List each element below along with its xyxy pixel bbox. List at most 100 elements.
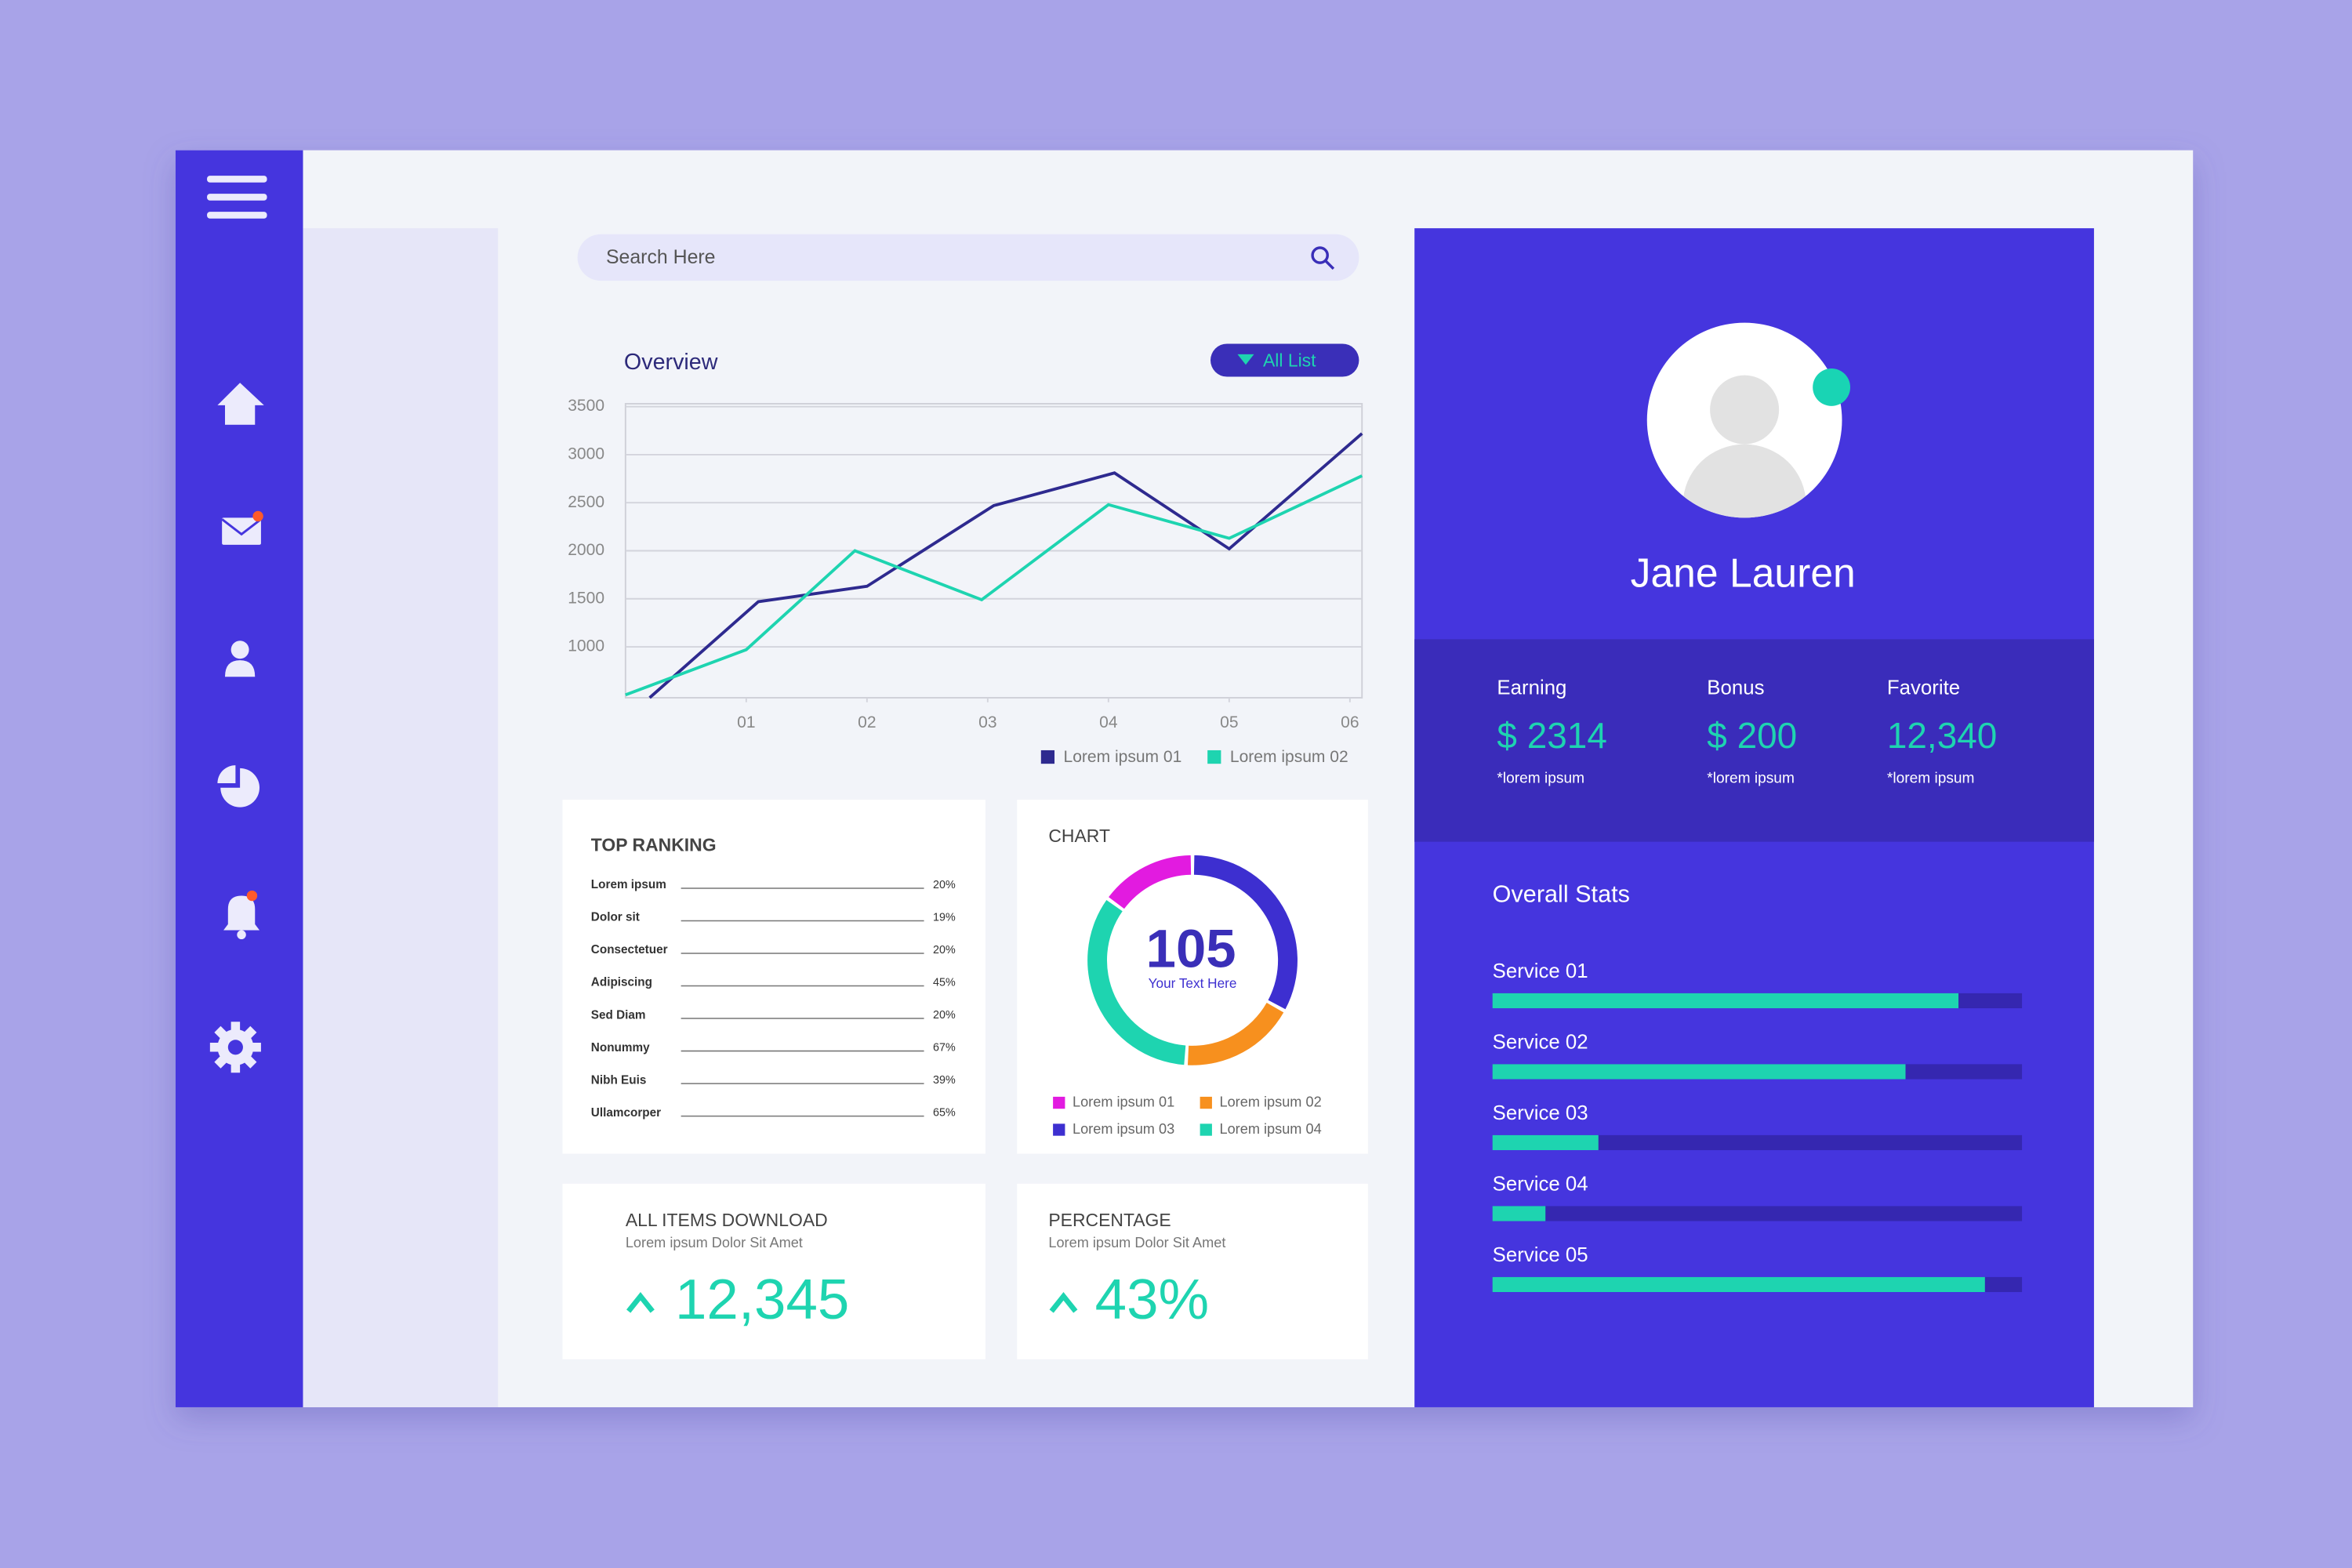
sidebar (175, 150, 303, 1407)
status-dot (1813, 368, 1851, 406)
service-label: Service 03 (1493, 1102, 1588, 1124)
service-label: Service 01 (1493, 960, 1588, 982)
ranking-label: Dolor sit (591, 911, 640, 924)
stat-label: Bonus (1707, 677, 1764, 699)
ranking-value: 20% (933, 1009, 956, 1022)
ranking-label: Ullamcorper (591, 1106, 661, 1120)
ranking-value: 19% (933, 911, 956, 924)
stat-note: *lorem ipsum (1887, 770, 1975, 786)
ranking-value: 67% (933, 1042, 956, 1054)
donut-segment (1193, 855, 1298, 1010)
percentage-title: PERCENTAGE (1048, 1210, 1171, 1230)
stat-value: 12,340 (1887, 715, 1997, 756)
downloads-title: ALL ITEMS DOWNLOAD (626, 1210, 828, 1230)
service-bar (1492, 1064, 1906, 1080)
ranking-value: 65% (933, 1107, 956, 1120)
downloads-card (562, 1183, 986, 1359)
notifications-icon[interactable] (223, 890, 260, 940)
downloads-subtitle: Lorem ipsum Dolor Sit Amet (626, 1235, 803, 1250)
ranking-title: TOP RANKING (591, 834, 717, 855)
ranking-list: Lorem ipsum 20% Dolor sit 19% Consectetuer 20… (591, 878, 956, 1120)
stats-band (1414, 639, 2094, 842)
all-list-button[interactable] (1210, 343, 1359, 377)
profile-name: Jane Lauren (1631, 550, 1856, 596)
percentage-value: 43% (1095, 1268, 1209, 1331)
y-tick-label: 2500 (568, 493, 604, 511)
donut-title: CHART (1048, 826, 1110, 846)
y-tick-label: 1000 (568, 637, 604, 655)
legend-swatch (1053, 1096, 1065, 1109)
series-line (625, 474, 1363, 697)
menu-button[interactable] (207, 176, 267, 219)
settings-icon[interactable] (209, 1022, 261, 1073)
line-chart: 1000 1500 2000 2500 3000 3500 01 02 03 04 05 06 Lore… (568, 397, 1363, 766)
ranking-value: 20% (933, 879, 956, 891)
ranking-label: Consectetuer (591, 943, 668, 956)
mail-icon[interactable] (221, 510, 263, 545)
service-bar (1492, 1206, 1546, 1221)
avatar-person (1682, 375, 1806, 518)
search-icon[interactable] (1311, 246, 1335, 270)
search-placeholder: Search Here (606, 246, 716, 268)
service-bars: Service 01 Service 02 Service 03 Service 04… (1492, 960, 2023, 1293)
legend-label: Lorem ipsum 02 (1219, 1094, 1321, 1109)
donut-chart: Lorem ipsum 01 Lorem ipsum 02 Lorem ipsum … (1053, 855, 1322, 1137)
stat-value: $ 200 (1707, 715, 1797, 756)
profile-icon[interactable] (224, 641, 256, 677)
ranking-label: Nonummy (591, 1041, 650, 1054)
series-line (648, 432, 1363, 699)
x-tick-label: 04 (1099, 713, 1118, 731)
stat-label: Favorite (1887, 677, 1960, 699)
legend-swatch (1040, 750, 1055, 764)
donut-center-value: 105 (1146, 918, 1236, 978)
service-track (1492, 1206, 2023, 1221)
button-label: All List (1263, 350, 1316, 370)
donut-segment (1087, 899, 1186, 1065)
legend-swatch (1053, 1123, 1065, 1136)
legend-label: Lorem ipsum 04 (1219, 1121, 1321, 1137)
stat-value: $ 2314 (1497, 715, 1606, 756)
home-icon[interactable] (217, 383, 264, 425)
x-tick-label: 06 (1341, 713, 1359, 731)
ranking-label: Sed Diam (591, 1008, 646, 1022)
y-tick-label: 1500 (568, 589, 604, 607)
legend-label: Lorem ipsum 02 (1230, 748, 1348, 766)
legend-swatch (1207, 750, 1221, 764)
profile-stats: Earning $ 2314 *lorem ipsum Bonus $ 200 *lore… (1497, 677, 1997, 786)
donut-center-text: Your Text Here (1149, 975, 1237, 991)
downloads-value: 12,345 (675, 1268, 849, 1331)
service-label: Service 05 (1493, 1244, 1588, 1266)
legend-label: Lorem ipsum 01 (1064, 748, 1182, 766)
ranking-label: Nibh Euis (591, 1073, 647, 1087)
ranking-card (562, 800, 986, 1154)
ranking-label: Lorem ipsum (591, 878, 666, 891)
x-tick-label: 03 (978, 713, 996, 731)
up-caret (626, 1292, 655, 1313)
stat-note: *lorem ipsum (1707, 770, 1795, 786)
ranking-value: 45% (933, 976, 956, 989)
ranking-value: 39% (933, 1074, 956, 1087)
stat-label: Earning (1497, 677, 1566, 699)
sidebar-icons (207, 176, 267, 1073)
y-tick-label: 2000 (568, 541, 604, 559)
x-tick-label: 05 (1220, 713, 1238, 731)
reports-icon[interactable] (217, 765, 260, 808)
donut-segment (1109, 855, 1192, 909)
legend-swatch (1200, 1123, 1212, 1136)
search-box[interactable] (577, 234, 1359, 281)
ranking-label: Adipiscing (591, 976, 652, 989)
y-tick-label: 3000 (568, 445, 604, 463)
service-bar (1492, 993, 1959, 1009)
percentage-subtitle: Lorem ipsum Dolor Sit Amet (1048, 1235, 1225, 1250)
stat-note: *lorem ipsum (1497, 770, 1584, 786)
dropdown-arrow (1237, 354, 1254, 365)
side-strip (303, 228, 499, 1407)
service-bar (1492, 1276, 1985, 1293)
overall-stats-title: Overall Stats (1493, 881, 1630, 908)
x-tick-label: 01 (737, 713, 755, 731)
x-tick-label: 02 (858, 713, 876, 731)
donut-segment (1187, 1003, 1284, 1065)
up-caret (1049, 1292, 1078, 1313)
percentage-card (1017, 1183, 1368, 1359)
